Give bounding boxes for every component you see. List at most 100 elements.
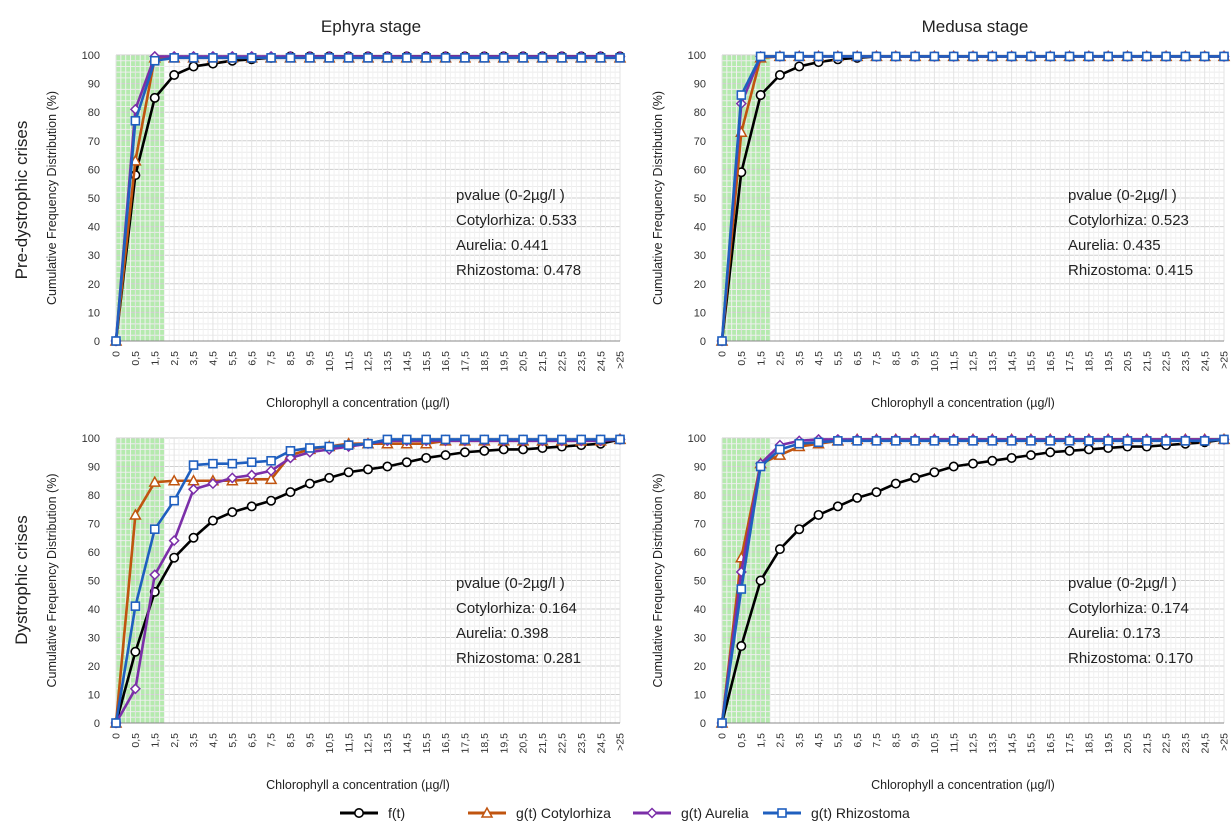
x-tick-label: 7,5 xyxy=(266,733,278,748)
y-tick-label: 10 xyxy=(694,307,706,319)
x-tick-label: 0 xyxy=(111,351,123,357)
data-point xyxy=(188,460,199,470)
data-point xyxy=(246,501,257,512)
pvalue-line: Aurelia: 0.441 xyxy=(456,237,549,254)
data-point xyxy=(130,115,141,126)
pvalue-header: pvalue (0-2µg/l ) xyxy=(1068,187,1177,204)
data-point xyxy=(832,501,843,512)
chart-panel-4: 0 10 20 30 40 50 60 70 80 90 100 0 0,5 1,5 2,5 3,5 4,5 5,… xyxy=(651,432,1231,792)
data-point xyxy=(615,53,625,63)
x-tick-label: 5,5 xyxy=(227,351,239,366)
x-tick-label: 17,5 xyxy=(460,351,472,372)
pvalue-header: pvalue (0-2µg/l ) xyxy=(1068,575,1177,592)
y-tick-label: 100 xyxy=(688,50,706,62)
legend-marker xyxy=(353,807,364,818)
y-tick-label: 20 xyxy=(88,661,100,673)
x-tick-label: 0 xyxy=(111,733,123,739)
x-tick-label: 16,5 xyxy=(1045,733,1057,754)
y-tick-label: 70 xyxy=(694,519,706,531)
y-tick-label: 0 xyxy=(700,336,706,348)
data-point xyxy=(774,544,785,555)
x-tick-label: 23,5 xyxy=(576,733,588,754)
data-point xyxy=(833,51,843,62)
data-point xyxy=(498,444,509,455)
data-point xyxy=(736,584,747,594)
data-point xyxy=(284,452,297,464)
x-tick-label: 21,5 xyxy=(537,351,549,372)
x-tick-label: 15,5 xyxy=(1026,733,1038,754)
y-tick-label: 80 xyxy=(694,107,706,119)
data-point xyxy=(401,434,412,445)
data-point xyxy=(518,444,529,455)
data-point xyxy=(207,515,218,526)
y-tick-label: 100 xyxy=(82,433,100,445)
pvalue-header: pvalue (0-2µg/l ) xyxy=(456,187,565,204)
y-tick-label: 0 xyxy=(94,336,100,348)
y-axis-label: Cumulative Frequency Distribution (%) xyxy=(45,91,59,305)
x-tick-label: 24,5 xyxy=(1199,733,1211,754)
y-tick-label: 60 xyxy=(88,547,100,559)
data-point xyxy=(717,718,727,728)
data-point xyxy=(169,53,179,63)
data-point xyxy=(459,447,470,458)
legend-marker xyxy=(646,807,658,819)
x-tick-label: 1,5 xyxy=(755,733,767,748)
x-tick-label: 2,5 xyxy=(169,733,181,748)
data-point xyxy=(169,70,180,81)
data-point xyxy=(595,434,606,445)
data-point xyxy=(557,434,567,445)
data-point xyxy=(227,507,238,518)
data-point xyxy=(246,53,257,63)
data-point xyxy=(1006,51,1017,62)
data-point xyxy=(265,465,277,477)
x-tick-label: 8,5 xyxy=(890,351,902,366)
y-tick-label: 90 xyxy=(88,462,100,474)
data-point xyxy=(537,53,548,63)
x-tick-label: 20,5 xyxy=(518,733,530,754)
x-tick-label: 0 xyxy=(717,351,729,357)
data-point xyxy=(285,487,296,498)
x-tick-label: 12,5 xyxy=(968,351,980,372)
data-point xyxy=(285,53,296,63)
pvalue-line: Aurelia: 0.173 xyxy=(1068,625,1161,642)
y-tick-label: 50 xyxy=(88,576,100,588)
x-tick-label: 14,5 xyxy=(1006,351,1018,372)
data-point xyxy=(382,461,393,472)
x-tick-label: 12,5 xyxy=(968,733,980,754)
x-tick-label: 10,5 xyxy=(324,351,336,372)
legend-label: g(t) Cotylorhiza xyxy=(516,805,611,821)
pvalue-line: Rhizostoma: 0.170 xyxy=(1068,650,1193,667)
data-point xyxy=(557,53,567,63)
x-tick-label: 1,5 xyxy=(755,351,767,366)
x-tick-label: 13,5 xyxy=(987,733,999,754)
data-point xyxy=(421,452,432,463)
x-tick-label: 2,5 xyxy=(775,733,787,748)
data-point xyxy=(1122,51,1133,62)
y-tick-label: 60 xyxy=(88,164,100,176)
data-point xyxy=(968,436,978,446)
x-tick-label: 16,5 xyxy=(440,351,452,372)
data-point xyxy=(305,53,315,63)
chart-labels: Ephyra stage Medusa stage Pre-dystrophic… xyxy=(12,17,1028,645)
x-tick-label: 7,5 xyxy=(871,351,883,366)
data-point xyxy=(615,434,625,445)
data-point xyxy=(188,53,199,63)
x-tick-label: 22,5 xyxy=(1161,351,1173,372)
data-point xyxy=(1103,51,1113,62)
data-point xyxy=(460,434,470,445)
data-point xyxy=(1045,436,1056,446)
data-point xyxy=(362,464,373,475)
data-point xyxy=(498,434,509,445)
x-tick-label: 19,5 xyxy=(1103,351,1115,372)
data-point xyxy=(421,53,431,63)
x-tick-label: 24,5 xyxy=(1199,351,1211,372)
pvalue-line: Cotylorhiza: 0.523 xyxy=(1068,212,1189,229)
data-point xyxy=(130,601,141,611)
series-g-t-rhizostoma xyxy=(111,434,625,728)
data-point xyxy=(401,457,412,468)
data-point xyxy=(852,436,862,446)
data-point xyxy=(148,475,162,487)
y-tick-label: 80 xyxy=(88,107,100,119)
x-axis-label: Chlorophyll a concentration (µg/l) xyxy=(871,396,1055,410)
x-tick-label: 6,5 xyxy=(852,733,864,748)
